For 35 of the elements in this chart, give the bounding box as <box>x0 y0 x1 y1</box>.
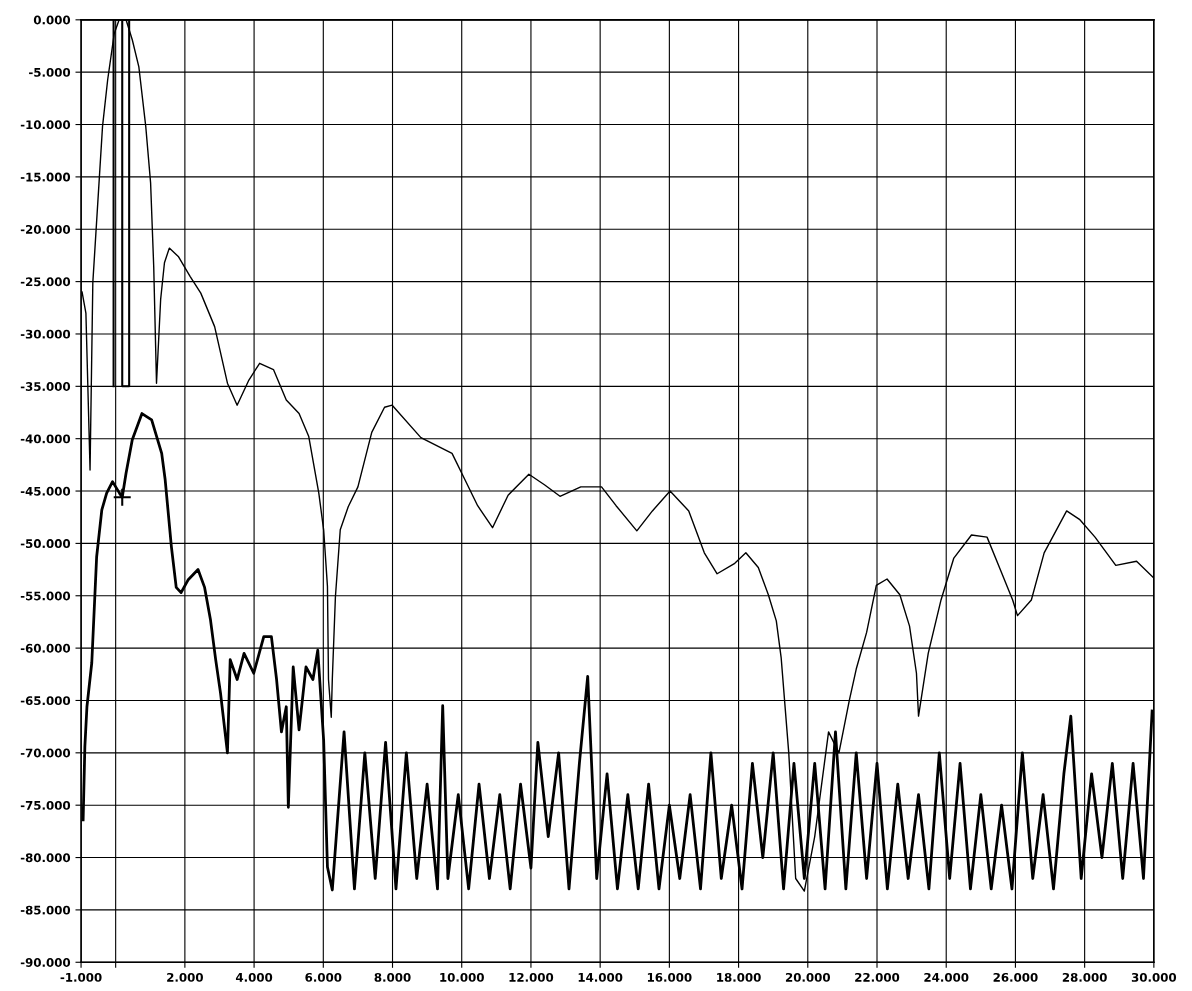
y-tick-label: -70.000 <box>20 748 71 758</box>
x-tick-label: 12.000 <box>509 972 554 982</box>
y-tick-label: -60.000 <box>20 643 71 653</box>
y-tick-label: 0.000 <box>33 15 71 25</box>
y-tick-label: -40.000 <box>20 434 71 444</box>
y-tick-label: -75.000 <box>20 800 71 810</box>
y-tick-label: -30.000 <box>20 329 71 339</box>
y-tick-label: -45.000 <box>20 486 71 496</box>
y-tick-label: -80.000 <box>20 853 71 863</box>
x-tick-label: 22.000 <box>855 972 900 982</box>
y-tick-label: -25.000 <box>20 277 71 287</box>
x-tick-label: 6.000 <box>305 972 342 982</box>
y-tick-label: -90.000 <box>20 957 71 967</box>
x-tick-label: 16.000 <box>647 972 692 982</box>
y-tick-label: -50.000 <box>20 539 71 549</box>
x-tick-label: 14.000 <box>578 972 623 982</box>
x-tick-label: 30.000 <box>1131 972 1177 982</box>
x-tick-label: 10.000 <box>440 972 484 982</box>
y-tick-label: -15.000 <box>20 172 71 182</box>
y-tick-label: -85.000 <box>20 905 71 915</box>
x-tick-label: 2.000 <box>167 972 203 982</box>
x-tick-label: 24.000 <box>924 972 969 982</box>
x-tick-label: 4.000 <box>235 972 273 982</box>
x-tick-label: 26.000 <box>993 972 1038 982</box>
y-tick-label: -65.000 <box>20 696 71 706</box>
x-tick-label: 18.000 <box>717 972 761 982</box>
y-tick-label: -55.000 <box>20 591 71 601</box>
x-tick-label: -1.000 <box>60 972 102 982</box>
y-tick-label: -10.000 <box>20 120 71 130</box>
x-tick-label: 8.000 <box>374 972 411 982</box>
x-tick-label: 20.000 <box>785 972 831 982</box>
y-tick-label: -35.000 <box>20 382 71 391</box>
x-tick-label: 28.000 <box>1062 972 1107 982</box>
y-tick-label: -5.000 <box>29 67 71 77</box>
y-tick-label: -20.000 <box>20 224 71 234</box>
